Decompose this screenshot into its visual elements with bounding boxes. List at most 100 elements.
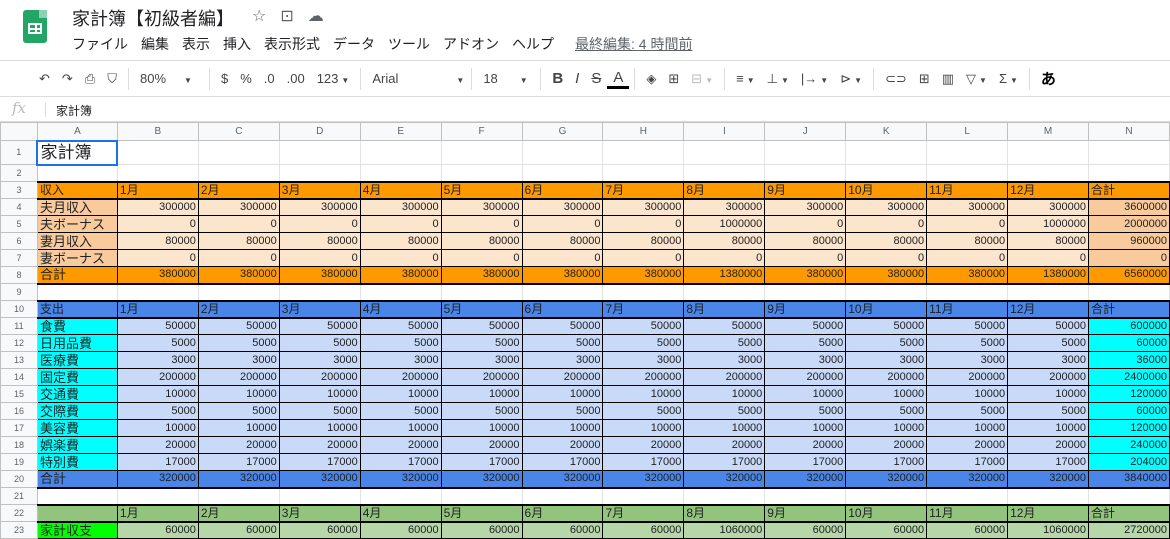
cell[interactable] <box>602 140 685 165</box>
cell[interactable] <box>278 164 361 182</box>
row-header[interactable]: 15 <box>0 385 38 403</box>
value-cell[interactable]: 10000 <box>1007 419 1089 437</box>
value-cell[interactable]: 20000 <box>197 436 280 454</box>
row-total-cell[interactable]: 60000 <box>1087 334 1170 352</box>
value-cell[interactable]: 0 <box>116 215 199 233</box>
cell[interactable] <box>440 487 523 505</box>
row-total-cell[interactable]: 600000 <box>1087 317 1170 335</box>
cell[interactable] <box>197 283 280 301</box>
row-header[interactable]: 14 <box>0 368 38 386</box>
value-cell[interactable]: 5000 <box>521 402 604 420</box>
value-cell[interactable]: 200000 <box>278 368 361 386</box>
document-title[interactable]: 家計簿【初級者編】 <box>72 9 234 29</box>
value-cell[interactable]: 20000 <box>440 436 523 454</box>
balance-header[interactable] <box>36 503 118 523</box>
month-header[interactable]: 1月 <box>116 299 199 319</box>
menu-data[interactable]: データ <box>333 36 375 52</box>
value-cell[interactable]: 3000 <box>1007 351 1089 369</box>
cell[interactable] <box>36 164 118 182</box>
cell[interactable] <box>845 164 928 182</box>
cell[interactable] <box>683 164 766 182</box>
value-cell[interactable]: 80000 <box>845 232 928 250</box>
value-cell[interactable]: 80000 <box>521 232 604 250</box>
input-tools-button[interactable]: あ <box>1040 71 1056 88</box>
value-cell[interactable]: 5000 <box>926 402 1009 420</box>
total-cell[interactable]: 320000 <box>683 470 766 489</box>
value-cell[interactable]: 300000 <box>359 198 442 216</box>
undo-icon[interactable]: ↶ <box>39 70 50 86</box>
value-cell[interactable]: 3000 <box>521 351 604 369</box>
month-header[interactable]: 9月 <box>764 180 847 200</box>
value-cell[interactable]: 0 <box>521 249 604 267</box>
value-cell[interactable]: 300000 <box>926 198 1009 216</box>
value-cell[interactable]: 5000 <box>683 402 766 420</box>
value-cell[interactable]: 80000 <box>1007 232 1089 250</box>
value-cell[interactable]: 200000 <box>521 368 604 386</box>
value-cell[interactable]: 300000 <box>602 198 685 216</box>
balance-cell[interactable]: 60000 <box>197 521 280 539</box>
cell[interactable] <box>1007 283 1089 301</box>
row-header[interactable]: 8 <box>0 266 38 284</box>
cell[interactable] <box>36 487 118 505</box>
value-cell[interactable]: 80000 <box>764 232 847 250</box>
value-cell[interactable]: 0 <box>278 215 361 233</box>
value-cell[interactable]: 3000 <box>602 351 685 369</box>
row-header[interactable]: 11 <box>0 317 38 335</box>
cell[interactable] <box>359 164 442 182</box>
cell[interactable] <box>197 140 280 165</box>
value-cell[interactable]: 50000 <box>1007 317 1089 335</box>
value-cell[interactable]: 0 <box>440 249 523 267</box>
total-cell[interactable]: 320000 <box>197 470 280 489</box>
cloud-status-icon[interactable]: ☁ <box>307 8 324 25</box>
value-cell[interactable]: 0 <box>440 215 523 233</box>
value-cell[interactable]: 300000 <box>1007 198 1089 216</box>
value-cell[interactable]: 5000 <box>602 334 685 352</box>
row-header[interactable]: 2 <box>0 164 38 182</box>
value-cell[interactable]: 50000 <box>116 317 199 335</box>
cell[interactable] <box>764 283 847 301</box>
value-cell[interactable]: 200000 <box>440 368 523 386</box>
column-header[interactable]: J <box>764 122 847 141</box>
expense-row-label[interactable]: 交際費 <box>36 402 118 420</box>
cell[interactable] <box>926 487 1009 505</box>
value-cell[interactable]: 50000 <box>521 317 604 335</box>
value-cell[interactable]: 17000 <box>359 453 442 471</box>
value-cell[interactable]: 3000 <box>683 351 766 369</box>
column-header[interactable]: D <box>278 122 361 141</box>
value-cell[interactable]: 20000 <box>116 436 199 454</box>
value-cell[interactable]: 20000 <box>278 436 361 454</box>
balance-row-label[interactable]: 家計収支 <box>36 521 118 539</box>
value-cell[interactable]: 17000 <box>1007 453 1089 471</box>
value-cell[interactable]: 1000000 <box>1007 215 1089 233</box>
value-cell[interactable]: 50000 <box>764 317 847 335</box>
value-cell[interactable]: 50000 <box>440 317 523 335</box>
decrease-decimal-button[interactable]: .0 <box>263 71 275 86</box>
value-cell[interactable]: 5000 <box>116 402 199 420</box>
vertical-align-icon[interactable]: ⊥ ▼ <box>766 70 789 86</box>
strikethrough-button[interactable]: S <box>591 70 602 87</box>
value-cell[interactable]: 0 <box>278 249 361 267</box>
value-cell[interactable]: 17000 <box>764 453 847 471</box>
row-header[interactable]: 19 <box>0 453 38 471</box>
filter-icon[interactable]: ▽ ▼ <box>966 70 987 86</box>
column-header[interactable]: L <box>926 122 1009 141</box>
menu-help[interactable]: ヘルプ <box>512 36 554 52</box>
month-header[interactable]: 4月 <box>359 299 442 319</box>
balance-cell[interactable]: 60000 <box>845 521 928 539</box>
merge-cells-icon[interactable]: ⊟ ▼ <box>691 70 714 86</box>
value-cell[interactable]: 10000 <box>683 419 766 437</box>
month-header[interactable]: 11月 <box>926 503 1009 523</box>
month-header[interactable]: 合計 <box>1087 180 1170 200</box>
cell[interactable] <box>116 487 199 505</box>
cell[interactable] <box>926 140 1009 165</box>
column-header[interactable]: B <box>116 122 199 141</box>
cell[interactable] <box>683 487 766 505</box>
cell[interactable] <box>1087 164 1170 182</box>
row-total-cell[interactable]: 204000 <box>1087 453 1170 471</box>
value-cell[interactable]: 80000 <box>359 232 442 250</box>
month-header[interactable]: 10月 <box>845 299 928 319</box>
cell[interactable] <box>602 487 685 505</box>
value-cell[interactable]: 5000 <box>764 334 847 352</box>
cell[interactable] <box>197 164 280 182</box>
increase-decimal-button[interactable]: .00 <box>286 71 305 86</box>
